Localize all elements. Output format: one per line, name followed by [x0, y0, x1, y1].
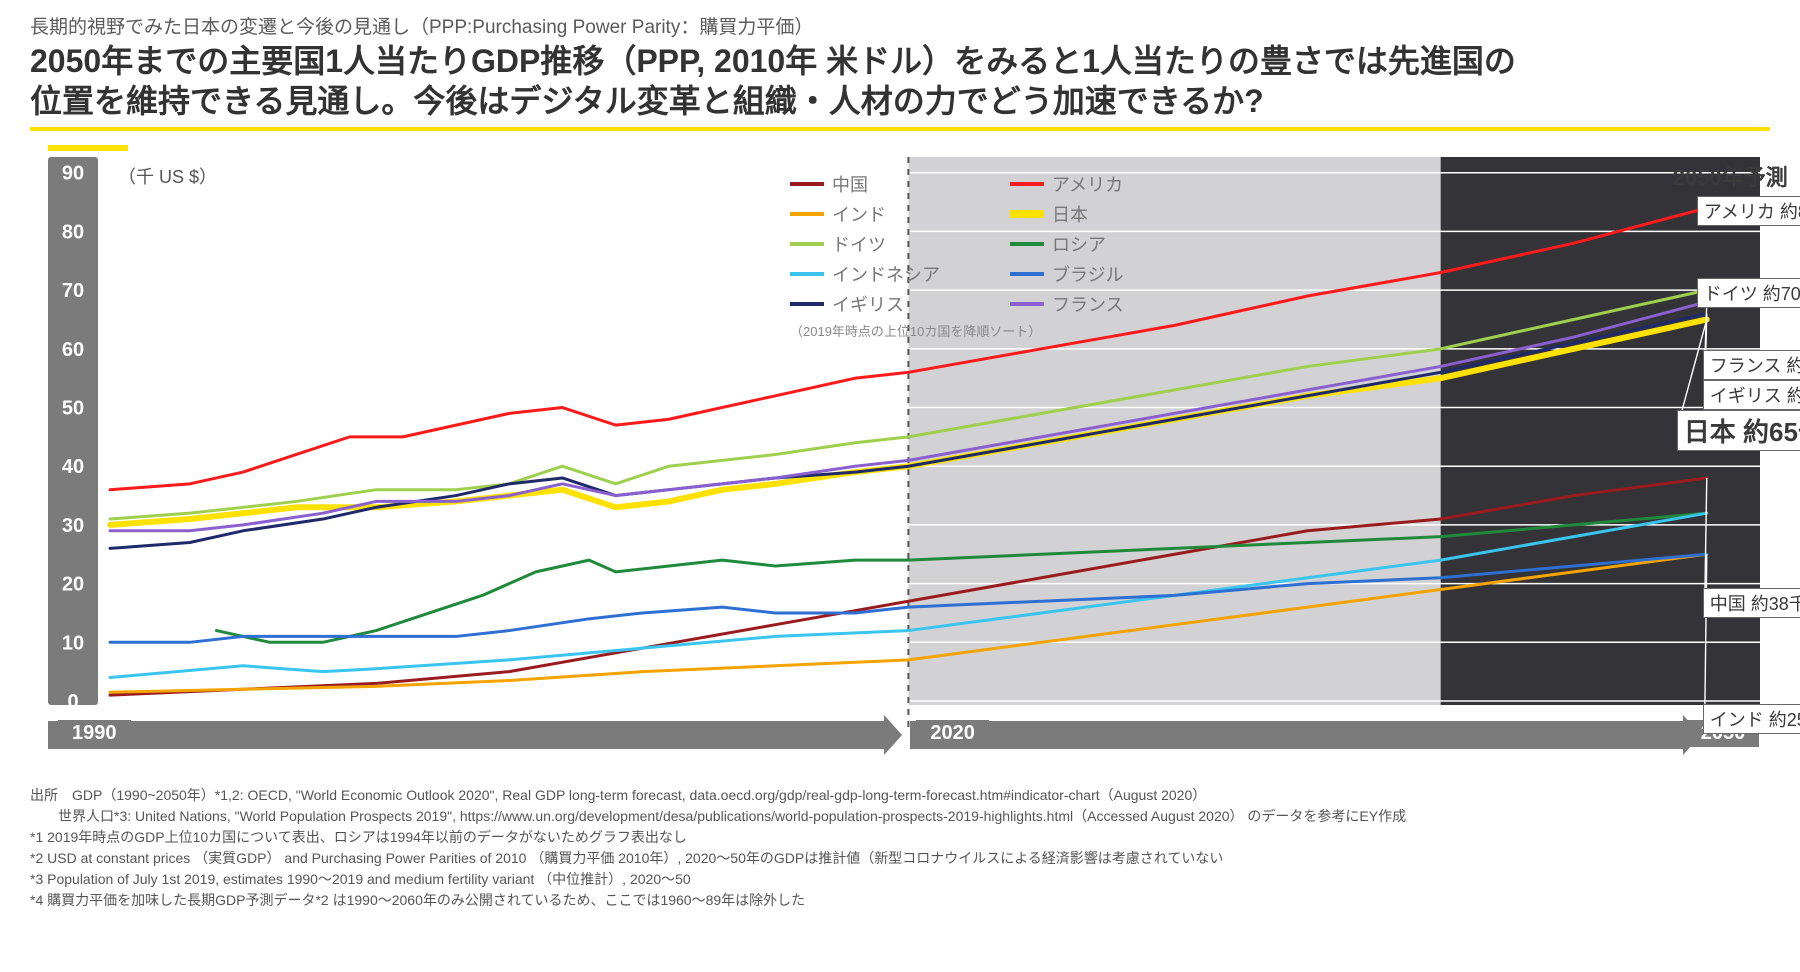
footnote-line: *4 購買力平価を加味した長期GDP予測データ*2 は1990～2060年のみ公… — [30, 890, 1770, 911]
headline-line1: 2050年までの主要国1人当たりGDP推移（PPP, 2010年 米ドル）をみる… — [30, 43, 1516, 79]
legend-item: 日本 — [1010, 201, 1190, 227]
legend-item: イギリス — [790, 291, 970, 317]
forecast-label: イギリス 約66千米ドル — [1703, 380, 1800, 410]
legend-item: ロシア — [1010, 231, 1190, 257]
svg-text:10: 10 — [62, 632, 84, 654]
forecast-label: インド 約25千米ドル — [1703, 704, 1800, 734]
legend-item: フランス — [1010, 291, 1190, 317]
x-axis-label: 1990 — [58, 720, 131, 747]
forecast-head: 2050年予測 — [1667, 159, 1794, 193]
legend-item: インドネシア — [790, 261, 970, 287]
svg-text:50: 50 — [62, 398, 84, 420]
legend-item: ブラジル — [1010, 261, 1190, 287]
svg-text:70: 70 — [62, 280, 84, 302]
legend-item: アメリカ — [1010, 171, 1190, 197]
footnotes: 出所 GDP（1990~2050年）*1,2: OECD, "World Eco… — [30, 785, 1770, 911]
headline: 2050年までの主要国1人当たりGDP推移（PPP, 2010年 米ドル）をみる… — [30, 41, 1770, 121]
footnote-line: 世界人口*3: United Nations, "World Populatio… — [30, 806, 1770, 827]
svg-text:20: 20 — [62, 574, 84, 596]
svg-text:0: 0 — [67, 691, 78, 713]
svg-text:80: 80 — [62, 221, 84, 243]
forecast-label: ドイツ 約70千米ドル — [1697, 278, 1800, 308]
legend-item: インド — [790, 201, 970, 227]
svg-text:30: 30 — [62, 515, 84, 537]
chart-container: 0102030405060708090（千 US $） 199020202050… — [30, 141, 1770, 781]
svg-text:（千 US $）: （千 US $） — [118, 167, 217, 187]
forecast-label: アメリカ 約84千米ドル — [1697, 196, 1800, 226]
x-axis-label: 2020 — [916, 720, 989, 747]
footnote-line: *1 2019年時点のGDP上位10カ国について表出、ロシアは1994年以前のデ… — [30, 827, 1770, 848]
svg-text:90: 90 — [62, 163, 84, 185]
svg-text:40: 40 — [62, 456, 84, 478]
footnote-line: 出所 GDP（1990~2050年）*1,2: OECD, "World Eco… — [30, 785, 1770, 806]
headline-line2: 位置を維持できる見通し。今後はデジタル変革と組織・人材の力でどう加速できるか? — [30, 83, 1264, 119]
legend-item: 中国 — [790, 171, 970, 197]
legend: 中国アメリカインド日本ドイツロシアインドネシアブラジルイギリスフランス（2019… — [790, 171, 1190, 340]
forecast-label: 中国 約38千米ドル — [1703, 588, 1800, 618]
eyebrow-text: 長期的視野でみた日本の変遷と今後の見通し（PPP:Purchasing Powe… — [30, 12, 1770, 39]
svg-text:60: 60 — [62, 339, 84, 361]
footnote-line: *2 USD at constant prices （実質GDP） and Pu… — [30, 848, 1770, 869]
footnote-line: *3 Population of July 1st 2019, estimate… — [30, 869, 1770, 890]
yellow-divider — [30, 127, 1770, 131]
legend-item: ドイツ — [790, 231, 970, 257]
forecast-label: 日本 約65千米ドル — [1677, 410, 1800, 451]
forecast-label: フランス 約68千米ドル — [1703, 350, 1800, 380]
